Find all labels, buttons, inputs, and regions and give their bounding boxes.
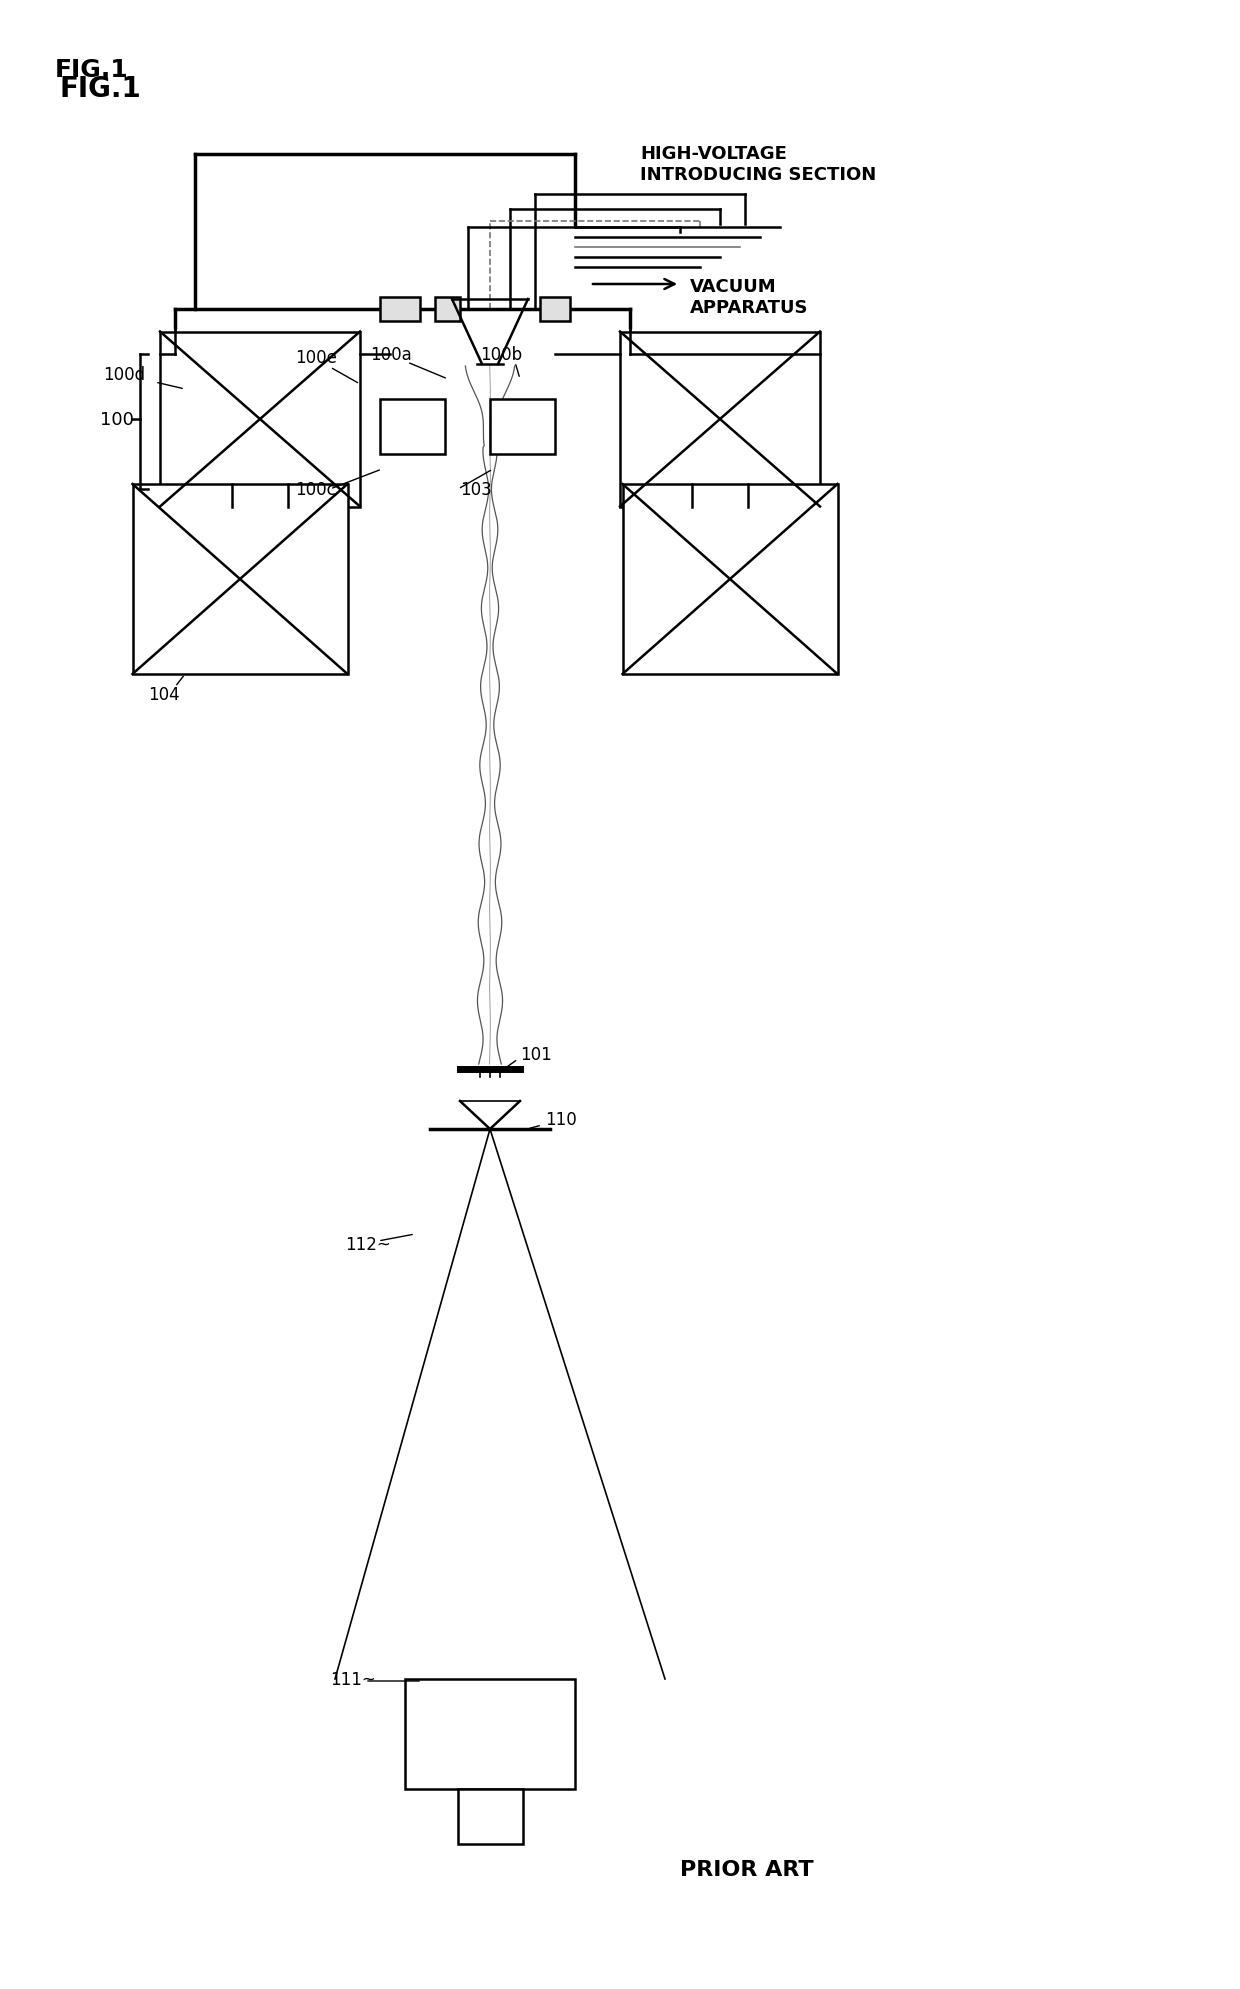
Text: 100: 100 [100,412,134,430]
Bar [435,298,460,322]
Text: PRIOR ART: PRIOR ART [680,1860,813,1880]
Text: 100c: 100c [295,481,336,499]
Text: 111~: 111~ [330,1671,376,1689]
Bar [622,485,837,674]
Text: 112~: 112~ [345,1235,391,1253]
Text: FIG.1: FIG.1 [60,76,141,103]
Bar [458,1788,523,1844]
Text: FIG.1: FIG.1 [55,58,129,82]
Bar [133,485,347,674]
Bar [539,298,570,322]
Text: 110: 110 [546,1110,577,1128]
Bar [490,400,556,455]
Text: HIGH-VOLTAGE
INTRODUCING SECTION: HIGH-VOLTAGE INTRODUCING SECTION [640,145,877,183]
Text: 103: 103 [460,481,492,499]
Bar [620,332,820,507]
Bar [379,400,445,455]
Text: 100b: 100b [480,346,522,364]
Text: 100d: 100d [103,366,145,384]
Bar [160,332,360,507]
Text: 100a: 100a [370,346,412,364]
Text: 100e: 100e [295,348,337,366]
Bar [379,298,420,322]
Text: 101: 101 [520,1046,552,1064]
Text: 104: 104 [148,686,180,704]
Bar [405,1679,575,1788]
Text: VACUUM
APPARATUS: VACUUM APPARATUS [689,278,808,316]
